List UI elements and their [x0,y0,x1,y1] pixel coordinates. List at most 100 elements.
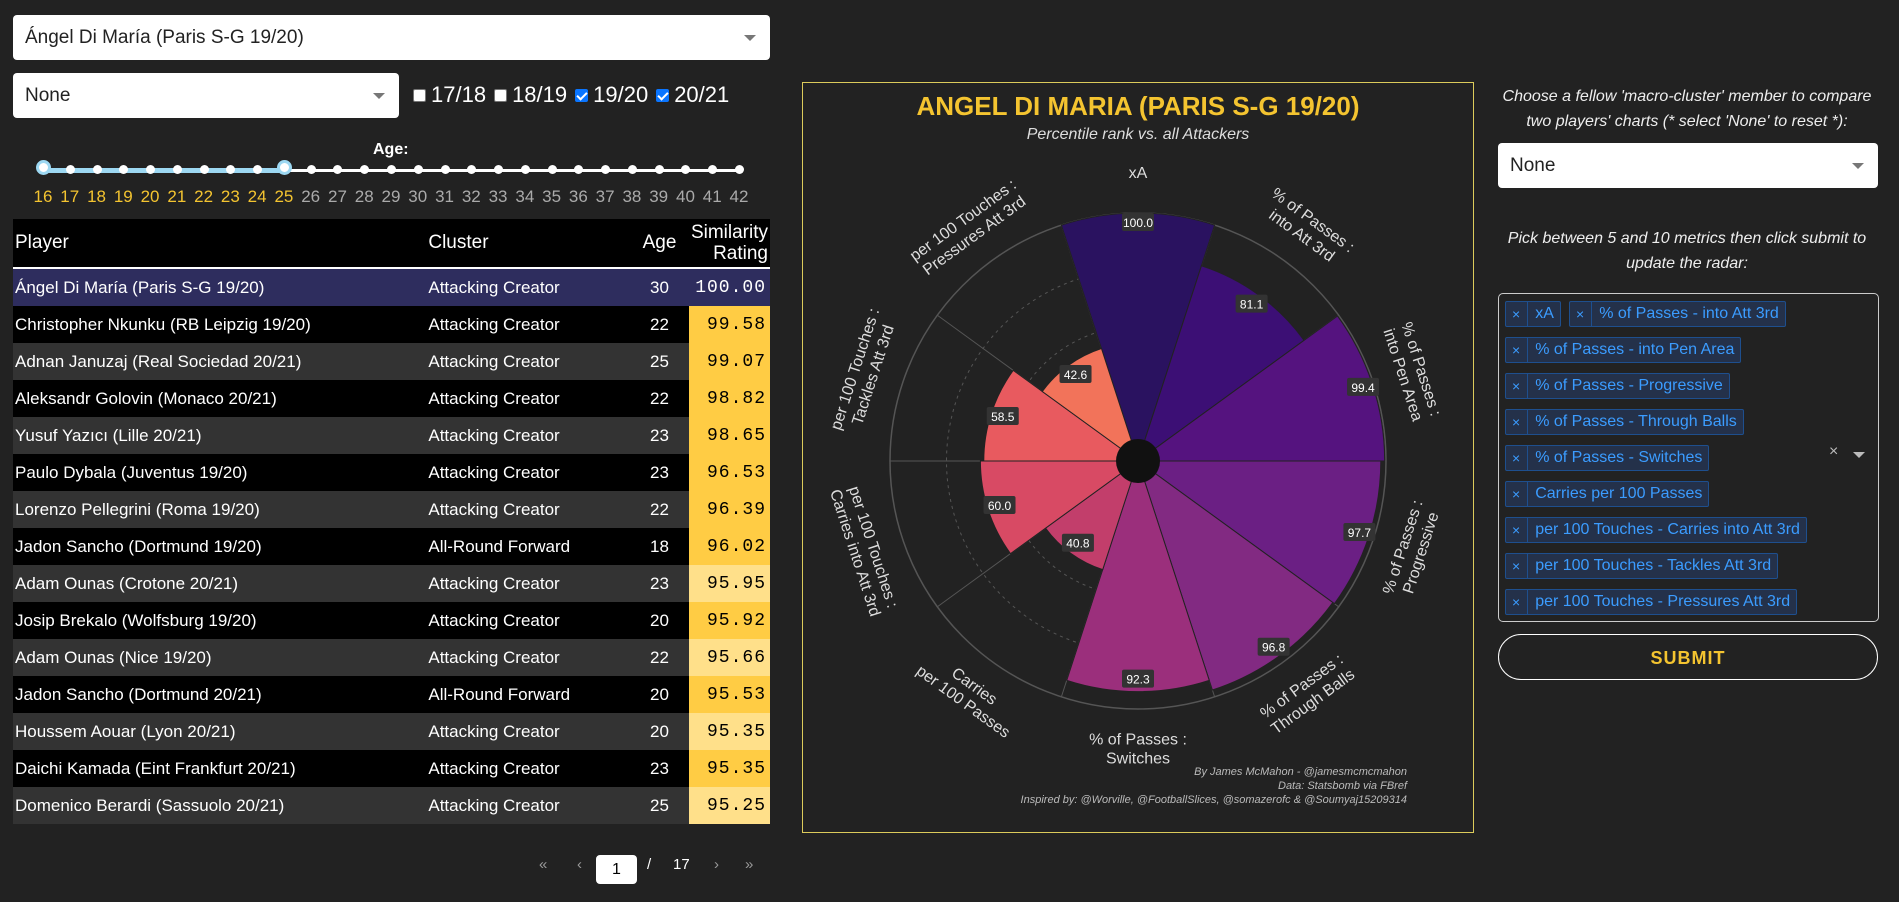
remove-tag-icon[interactable]: × [1506,482,1529,506]
table-row[interactable]: Aleksandr Golovin (Monaco 20/21) Attackin… [13,380,770,417]
metric-tag-label: per 100 Touches - Pressures Att 3rd [1535,593,1791,610]
metric-multiselect[interactable]: × xA × % of Passes - into Att 3rd × % of Pass… [1498,293,1879,622]
metric-tag-label: % of Passes - into Att 3rd [1599,305,1779,322]
cell-cluster: Attacking Creator [426,454,631,491]
value-label: 99.4 [1351,381,1375,395]
age-tick-dot [708,165,718,174]
remove-tag-icon[interactable]: × [1506,410,1529,434]
radar-center [1116,439,1160,483]
remove-tag-icon[interactable]: × [1506,338,1529,362]
table-row[interactable]: Jadon Sancho (Dortmund 20/21) All-Round F… [13,676,770,713]
value-label: 60.0 [988,499,1012,513]
cell-cluster: Attacking Creator [426,602,631,639]
age-tick-dot [360,165,370,174]
player-select[interactable]: Ángel Di María (Paris S-G 19/20) [13,15,770,60]
chevron-down-icon[interactable] [1853,452,1865,458]
player-select-value: Ángel Di María (Paris S-G 19/20) [25,26,304,48]
chevron-down-icon [1852,162,1864,169]
value-label-bg [1343,522,1376,541]
cell-cluster: Attacking Creator [426,380,631,417]
season-label: 19/20 [593,82,649,107]
value-label-bg [1122,213,1154,231]
age-tick-label: 32 [461,187,481,206]
checkbox[interactable] [413,88,426,102]
table-row[interactable]: Domenico Berardi (Sassuolo 20/21) Attacki… [13,787,770,824]
prev-page-button[interactable]: ‹ [577,856,582,873]
season-checkbox-2021[interactable]: 20/21 [656,82,729,108]
season-checkbox-1920[interactable]: 19/20 [575,82,648,108]
table-row[interactable]: Adam Ounas (Crotone 20/21) Attacking Crea… [13,565,770,602]
age-slider-handle[interactable] [276,160,292,175]
cell-cluster: Attacking Creator [426,713,631,750]
column-header-player[interactable]: Player [13,219,427,269]
table-row[interactable]: Christopher Nkunku (RB Leipzig 19/20) Att… [13,306,770,343]
season-checkbox-1718[interactable]: 17/18 [413,82,486,108]
cell-rating: 99.07 [688,343,770,380]
table-body: Ángel Di María (Paris S-G 19/20) Attackin… [13,268,770,824]
value-label-bg [983,495,1016,514]
table-row[interactable]: Paulo Dybala (Juventus 19/20) Attacking C… [13,454,770,491]
table-row[interactable]: Yusuf Yazıcı (Lille 20/21) Attacking Crea… [13,417,770,454]
table-row[interactable]: Jadon Sancho (Dortmund 19/20) All-Round F… [13,528,770,565]
remove-tag-icon[interactable]: × [1506,554,1529,578]
table-row[interactable]: Daichi Kamada (Eint Frankfurt 20/21) Atta… [13,750,770,787]
value-label-bg [1061,533,1094,552]
age-tick-label: 33 [488,187,508,206]
cell-age: 18 [630,528,689,565]
season-checkbox-1819[interactable]: 18/19 [494,82,567,108]
cluster-select[interactable]: None [13,73,399,118]
age-tick-dot [226,165,236,174]
column-header-rating[interactable]: Similarity Rating [688,219,770,269]
table-row[interactable]: Josip Brekalo (Wolfsburg 19/20) Attacking… [13,602,770,639]
value-label: 92.3 [1126,673,1150,687]
table-row[interactable]: Ángel Di María (Paris S-G 19/20) Attackin… [13,268,770,306]
cell-rating: 95.95 [688,565,770,602]
last-page-button[interactable]: » [745,856,754,873]
remove-tag-icon[interactable]: × [1506,374,1529,398]
compare-player-select[interactable]: None [1498,143,1878,188]
cell-cluster: Attacking Creator [426,268,631,306]
age-slider-handle[interactable] [36,160,51,175]
chart-subtitle: Percentile rank vs. all Attackers [1027,126,1250,143]
checkbox[interactable] [494,88,508,102]
cell-age: 20 [630,713,689,750]
age-tick-dot [119,165,129,174]
cell-cluster: Attacking Creator [426,750,631,787]
age-tick-label: 37 [595,187,615,206]
next-page-button[interactable]: › [714,856,719,873]
table-row[interactable]: Houssem Aouar (Lyon 20/21) Attacking Crea… [13,713,770,750]
page-number-input[interactable]: 1 [596,855,637,884]
remove-tag-icon[interactable]: × [1506,302,1529,326]
table-header-row: Player Cluster Age Similarity Rating [13,219,770,269]
cell-rating: 96.53 [688,454,770,491]
cell-age: 23 [630,750,689,787]
cell-cluster: Attacking Creator [426,639,631,676]
radar-wedge [1137,459,1334,691]
checkbox[interactable] [656,88,670,102]
season-label: 18/19 [512,82,568,107]
remove-tag-icon[interactable]: × [1506,518,1529,542]
category-label: % of Passes : Switches [1089,732,1187,768]
age-tick-dot [413,165,423,174]
first-page-button[interactable]: « [539,856,548,873]
table-row[interactable]: Adam Ounas (Nice 19/20) Attacking Creator… [13,639,770,676]
metric-tag-label: xA [1535,305,1554,322]
age-tick-label: 39 [649,187,669,206]
table-row[interactable]: Lorenzo Pellegrini (Roma 19/20) Attacking… [13,491,770,528]
cell-age: 22 [630,491,689,528]
table-row[interactable]: Adnan Januzaj (Real Sociedad 20/21) Attac… [13,343,770,380]
remove-tag-icon[interactable]: × [1506,590,1529,614]
value-label: 42.6 [1064,368,1088,382]
checkbox[interactable] [575,88,589,102]
column-header-cluster[interactable]: Cluster [426,219,631,269]
cell-player: Lorenzo Pellegrini (Roma 19/20) [13,491,427,528]
age-tick-label: 27 [327,187,347,206]
remove-tag-icon[interactable]: × [1506,446,1529,470]
age-tick-dot [65,165,75,174]
remove-tag-icon[interactable]: × [1570,302,1593,326]
value-label: 40.8 [1066,537,1090,551]
submit-button[interactable]: SUBMIT [1498,634,1878,680]
clear-all-icon[interactable]: × [1829,443,1839,460]
column-header-age[interactable]: Age [630,219,689,269]
cell-rating: 95.92 [688,602,770,639]
